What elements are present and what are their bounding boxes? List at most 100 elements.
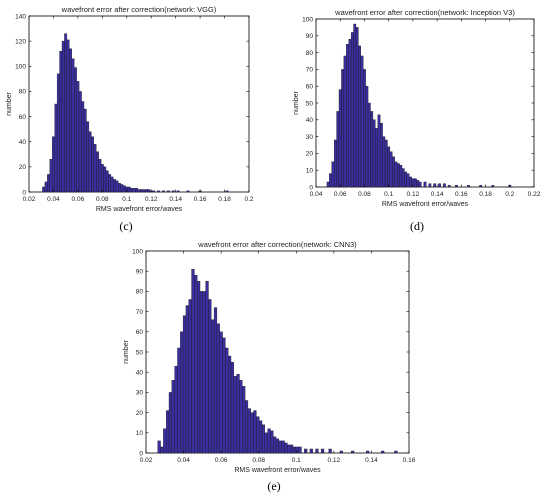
histogram-bar bbox=[381, 450, 385, 454]
x-tick-label: 0.12 bbox=[328, 457, 341, 464]
x-axis-label: RMS wavefront error/waves bbox=[96, 206, 183, 213]
x-tick-label: 0.18 bbox=[218, 196, 231, 203]
x-tick-label: 0.18 bbox=[479, 191, 492, 198]
histogram-bar bbox=[394, 161, 398, 188]
chart-title: wavefront error after correction(network… bbox=[61, 5, 217, 14]
y-tick-label: 30 bbox=[136, 390, 144, 397]
histogram-bar bbox=[160, 446, 164, 454]
histogram-bar bbox=[152, 190, 156, 193]
histogram-bar bbox=[392, 156, 395, 188]
histogram-bar bbox=[273, 436, 277, 454]
histogram-bar bbox=[105, 170, 109, 193]
histogram-bar bbox=[278, 440, 282, 454]
histogram-bar bbox=[130, 188, 134, 193]
histogram-bar bbox=[479, 185, 483, 188]
histogram-bar bbox=[406, 173, 410, 188]
y-tick-label: 70 bbox=[306, 67, 314, 74]
histogram-bar bbox=[69, 48, 72, 193]
histogram-bar bbox=[236, 374, 240, 454]
histogram-bar bbox=[377, 114, 381, 188]
histogram-bar bbox=[343, 55, 347, 188]
histogram-bar bbox=[267, 428, 271, 454]
histogram-bar bbox=[328, 448, 332, 454]
histogram-bar bbox=[171, 190, 175, 193]
y-tick-label: 100 bbox=[132, 248, 143, 255]
histogram-bar bbox=[191, 269, 195, 454]
histogram-bar bbox=[346, 44, 349, 188]
histogram-bar bbox=[242, 386, 246, 454]
histogram-bar bbox=[380, 122, 383, 188]
histogram-bar bbox=[162, 190, 165, 193]
histogram-bar bbox=[290, 444, 294, 454]
histogram-bar bbox=[142, 189, 146, 193]
x-tick-label: 0.04 bbox=[310, 191, 323, 198]
histogram-bar bbox=[157, 190, 160, 193]
histogram-bar bbox=[135, 188, 138, 193]
histogram-bar bbox=[370, 111, 374, 188]
y-tick-label: 80 bbox=[306, 50, 314, 57]
histogram-bar bbox=[74, 67, 77, 193]
x-tick-label: 0.06 bbox=[72, 196, 85, 203]
x-tick-label: 0.08 bbox=[96, 196, 109, 203]
y-tick-label: 120 bbox=[15, 38, 26, 45]
histogram-bar bbox=[115, 180, 119, 193]
y-tick-label: 20 bbox=[306, 151, 314, 158]
histogram-bar bbox=[433, 183, 437, 188]
histogram-bar bbox=[416, 180, 420, 188]
y-tick-label: 50 bbox=[306, 100, 314, 107]
chart-title: wavefront error after correction(network… bbox=[334, 8, 515, 17]
panel-c-histogram: 0.02 0.04 0.06 0.08 0.1 0.12 0.14 0.16 0.18 0.2 0 2… bbox=[6, 5, 254, 233]
histogram-bar bbox=[348, 38, 352, 188]
panel-caption: (d) bbox=[410, 219, 424, 233]
x-tick-label: 0.12 bbox=[145, 196, 158, 203]
x-tick-label: 0.12 bbox=[407, 191, 420, 198]
x-tick-label: 0.22 bbox=[528, 191, 541, 198]
y-tick-label: 140 bbox=[15, 13, 26, 20]
y-tick-label: 70 bbox=[136, 309, 144, 316]
histogram-bar bbox=[409, 176, 412, 188]
histogram-bar bbox=[205, 281, 209, 454]
histogram-bar bbox=[399, 164, 403, 188]
histogram-bar bbox=[467, 185, 470, 188]
histogram-bar bbox=[59, 51, 63, 193]
x-tick-label: 0.16 bbox=[403, 457, 416, 464]
histogram-bar bbox=[108, 174, 112, 193]
histogram-bar bbox=[394, 450, 398, 454]
y-tick-label: 90 bbox=[306, 33, 314, 40]
histogram-bar bbox=[78, 91, 82, 193]
histogram-bar bbox=[315, 448, 319, 454]
histogram-bar bbox=[401, 168, 405, 188]
histogram-bar bbox=[199, 291, 204, 454]
histogram-bar bbox=[363, 69, 366, 188]
histogram-bar bbox=[157, 440, 161, 454]
histogram-bar bbox=[132, 188, 136, 193]
x-tick-label: 0.08 bbox=[252, 457, 265, 464]
histogram-bar bbox=[438, 183, 441, 188]
histogram-bar bbox=[382, 136, 386, 188]
histogram-bar bbox=[225, 347, 229, 454]
histogram-bar bbox=[338, 89, 342, 188]
histogram-bar bbox=[194, 275, 198, 454]
histogram-bar bbox=[91, 136, 94, 193]
histogram-bar bbox=[270, 430, 274, 454]
histogram-bar bbox=[222, 337, 226, 454]
y-tick-label: 10 bbox=[306, 168, 314, 175]
histogram-bar bbox=[321, 448, 325, 454]
histogram-bar bbox=[247, 408, 251, 454]
histogram-bar bbox=[86, 121, 90, 193]
histogram-bar bbox=[253, 410, 257, 454]
histogram-bar bbox=[98, 159, 102, 193]
histogram-bar bbox=[365, 86, 369, 188]
histogram-bar bbox=[326, 181, 330, 188]
y-tick-label: 40 bbox=[306, 117, 314, 124]
histogram-bar bbox=[66, 39, 70, 193]
histogram-bar bbox=[42, 186, 46, 193]
histogram-bar bbox=[81, 101, 85, 193]
histogram-bar bbox=[44, 181, 48, 193]
x-tick-label: 0.1 bbox=[122, 196, 131, 203]
y-tick-label: 20 bbox=[19, 164, 27, 171]
histogram-bar bbox=[341, 69, 345, 188]
y-tick-label: 90 bbox=[136, 269, 144, 276]
y-tick-label: 10 bbox=[136, 430, 144, 437]
